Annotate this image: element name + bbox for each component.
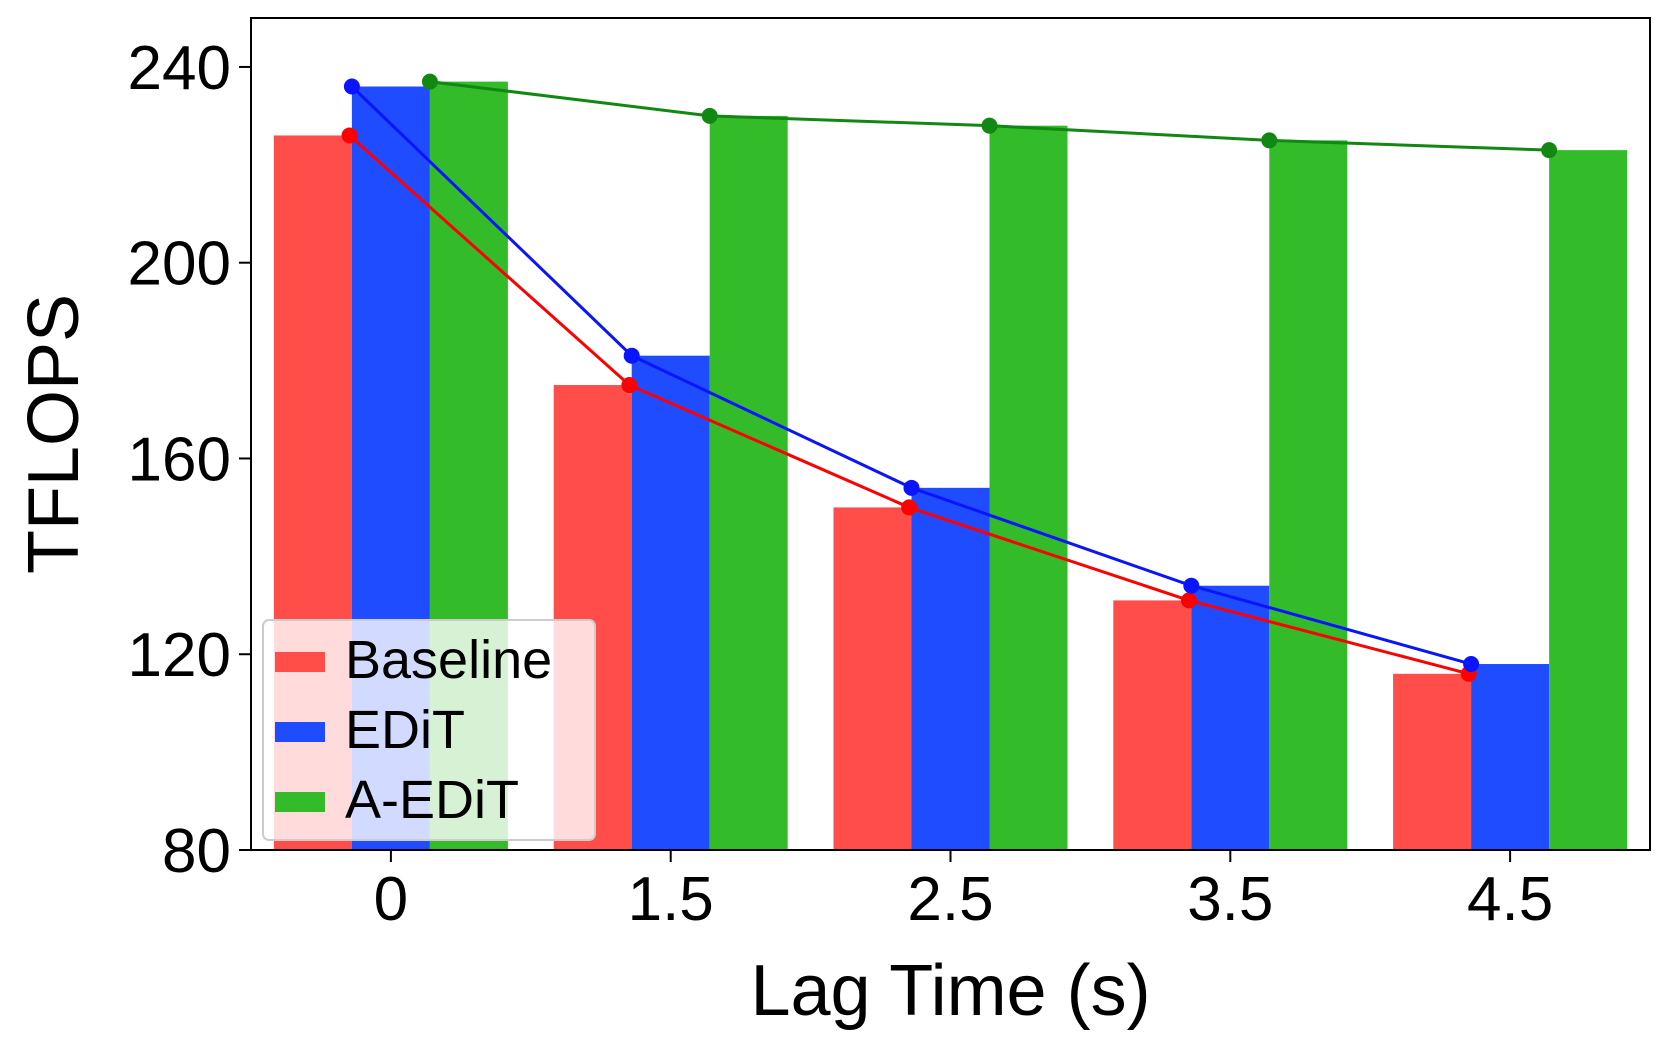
legend-label-baseline: Baseline <box>345 630 552 690</box>
x-tick-label: 3.5 <box>1187 865 1273 934</box>
bar-edit-1 <box>631 355 710 850</box>
bar-baseline-2 <box>833 507 912 850</box>
x-tick-label: 4.5 <box>1467 865 1553 934</box>
bar-edit-3 <box>1191 585 1270 850</box>
x-tick-label: 1.5 <box>628 865 714 934</box>
bar-a-edit-3 <box>1269 140 1348 851</box>
legend-box <box>262 619 596 841</box>
marker-edit-0 <box>343 78 360 95</box>
marker-a-edit-4 <box>1541 142 1558 159</box>
x-axis-label: Lag Time (s) <box>750 951 1150 1031</box>
legend-label-edit: EDiT <box>345 700 465 760</box>
legend: Baseline EDiT A-EDiT <box>262 619 596 841</box>
bar-baseline-3 <box>1113 600 1192 850</box>
x-tick-label: 0 <box>374 865 408 934</box>
marker-a-edit-1 <box>701 107 718 124</box>
marker-edit-4 <box>1463 656 1480 673</box>
marker-edit-1 <box>623 347 640 364</box>
bar-a-edit-1 <box>709 115 788 851</box>
bars-layer <box>273 81 1628 851</box>
marker-a-edit-3 <box>1261 132 1278 149</box>
marker-baseline-3 <box>1180 592 1197 609</box>
lines-layer <box>341 73 1558 682</box>
bar-a-edit-2 <box>989 125 1068 850</box>
marker-baseline-1 <box>621 377 638 394</box>
legend-swatch-edit <box>275 722 325 742</box>
marker-baseline-0 <box>341 127 358 144</box>
y-tick-label: 160 <box>128 425 231 494</box>
y-tick-label: 240 <box>128 34 231 103</box>
y-axis: 80 120 160 200 240 <box>128 34 251 886</box>
y-tick-label: 200 <box>128 230 231 299</box>
marker-edit-3 <box>1183 577 1200 594</box>
marker-edit-2 <box>903 479 920 496</box>
marker-a-edit-0 <box>421 73 438 90</box>
y-tick-label: 80 <box>162 817 231 886</box>
bar-edit-4 <box>1471 664 1550 850</box>
bar-a-edit-4 <box>1549 150 1628 850</box>
y-axis-label: TFLOPS <box>14 294 94 574</box>
y-tick-label: 120 <box>128 621 231 690</box>
legend-label-a-edit: A-EDiT <box>345 770 519 830</box>
marker-baseline-2 <box>901 499 918 516</box>
x-tick-label: 2.5 <box>907 865 993 934</box>
x-axis: 0 1.5 2.5 3.5 4.5 <box>374 850 1553 934</box>
legend-swatch-a-edit <box>275 792 325 812</box>
bar-edit-2 <box>911 487 990 850</box>
legend-swatch-baseline <box>275 652 325 672</box>
marker-a-edit-2 <box>981 117 998 134</box>
bar-baseline-4 <box>1393 673 1472 850</box>
